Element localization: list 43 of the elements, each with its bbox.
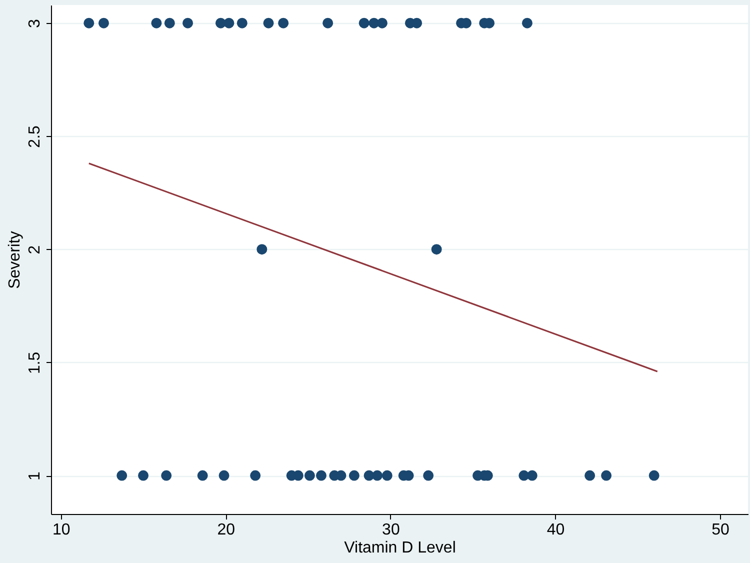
- point: [601, 470, 612, 481]
- point: [526, 470, 538, 481]
- point: [84, 18, 94, 28]
- point: [182, 18, 194, 28]
- point: [522, 18, 532, 28]
- y-tick-label: 2: [26, 245, 44, 254]
- y-tick-label: 2.5: [26, 125, 44, 148]
- point: [648, 470, 660, 481]
- point: [423, 470, 434, 481]
- point: [116, 470, 128, 481]
- x-tick-label: 40: [546, 522, 565, 538]
- point: [316, 470, 326, 481]
- point: [382, 470, 392, 481]
- point: [138, 470, 149, 481]
- point: [224, 18, 234, 28]
- point: [278, 18, 289, 28]
- point: [256, 244, 268, 255]
- point: [584, 470, 596, 481]
- point: [304, 470, 315, 481]
- y-tick-label: 1: [26, 471, 44, 480]
- x-tick-label: 50: [712, 522, 730, 538]
- point: [151, 18, 162, 28]
- point: [164, 18, 175, 28]
- y-tick-label: 3: [26, 19, 44, 28]
- point: [372, 470, 382, 481]
- point: [250, 470, 261, 481]
- point: [236, 18, 248, 28]
- point: [197, 470, 208, 481]
- point: [431, 244, 442, 255]
- x-axis-title: Vitamin D Level: [344, 540, 456, 556]
- point: [263, 18, 274, 28]
- point: [218, 470, 230, 481]
- point: [98, 18, 109, 28]
- y-tick-label: 1.5: [26, 352, 44, 374]
- point: [358, 18, 370, 28]
- point: [322, 18, 334, 28]
- point: [376, 18, 388, 28]
- y-axis-title: Severity: [6, 231, 24, 289]
- x-tick-label: 10: [52, 522, 70, 538]
- point: [348, 470, 360, 481]
- point: [161, 470, 172, 481]
- x-tick-label: 20: [217, 522, 236, 538]
- x-tick-label: 30: [382, 522, 400, 538]
